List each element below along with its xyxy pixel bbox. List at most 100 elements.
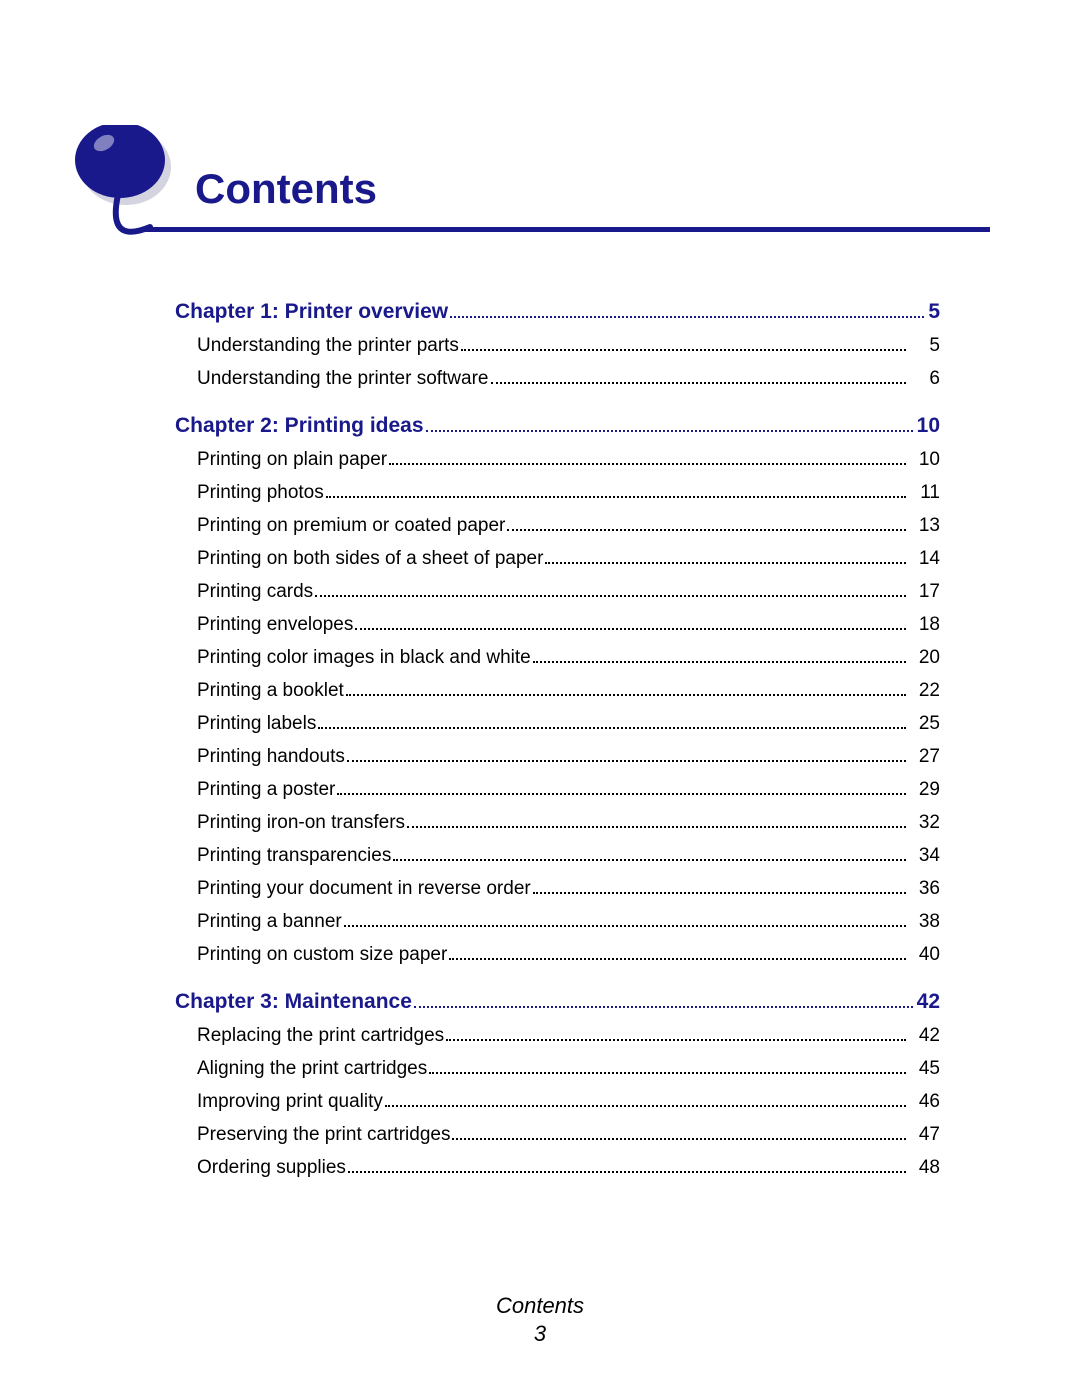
leader-dots bbox=[507, 529, 906, 531]
toc-entry-title: Printing on custom size paper bbox=[197, 944, 447, 966]
toc-entry-row[interactable]: Preserving the print cartridges 47 bbox=[197, 1124, 940, 1146]
toc-entry-title: Preserving the print cartridges bbox=[197, 1124, 450, 1146]
leader-dots bbox=[344, 925, 906, 927]
toc-entry-row[interactable]: Printing a poster 29 bbox=[197, 779, 940, 801]
toc-entry-page-number: 18 bbox=[912, 614, 940, 636]
toc-entry-row[interactable]: Printing color images in black and white… bbox=[197, 647, 940, 669]
toc-entry-title: Printing a booklet bbox=[197, 680, 344, 702]
toc-entry-title: Printing transparencies bbox=[197, 845, 391, 867]
toc-entry-page-number: 47 bbox=[912, 1124, 940, 1146]
chapter-title: Chapter 1: Printer overview bbox=[175, 300, 448, 324]
leader-dots bbox=[318, 727, 906, 729]
chapter-page-number: 42 bbox=[917, 990, 940, 1014]
toc-entry-title: Replacing the print cartridges bbox=[197, 1025, 444, 1047]
toc-entry-page-number: 11 bbox=[912, 482, 940, 504]
toc-entry-page-number: 10 bbox=[912, 449, 940, 471]
toc-entry-page-number: 48 bbox=[912, 1157, 940, 1179]
leader-dots bbox=[346, 694, 906, 696]
chapter-row[interactable]: Chapter 1: Printer overview5 bbox=[175, 300, 940, 324]
toc-entry-title: Printing on both sides of a sheet of pap… bbox=[197, 548, 543, 570]
toc-entry-row[interactable]: Printing handouts27 bbox=[197, 746, 940, 768]
toc-entry-title: Printing a banner bbox=[197, 911, 342, 933]
leader-dots bbox=[326, 496, 906, 498]
leader-dots bbox=[449, 958, 906, 960]
leader-dots bbox=[450, 316, 924, 318]
toc-entry-title: Printing envelopes bbox=[197, 614, 353, 636]
leader-dots bbox=[545, 562, 906, 564]
toc-entry-page-number: 45 bbox=[912, 1058, 940, 1080]
toc-entry-title: Printing on plain paper bbox=[197, 449, 387, 471]
title-underline bbox=[145, 227, 990, 232]
toc-entry-title: Printing photos bbox=[197, 482, 324, 504]
toc-entry-row[interactable]: Printing your document in reverse order3… bbox=[197, 878, 940, 900]
toc-entry-row[interactable]: Understanding the printer parts 5 bbox=[197, 335, 940, 357]
leader-dots bbox=[491, 382, 907, 384]
toc-entry-row[interactable]: Printing on premium or coated paper13 bbox=[197, 515, 940, 537]
toc-entry-row[interactable]: Printing a banner 38 bbox=[197, 911, 940, 933]
toc-entry-page-number: 42 bbox=[912, 1025, 940, 1047]
page-footer: Contents 3 bbox=[0, 1293, 1080, 1347]
toc-entry-page-number: 6 bbox=[912, 368, 940, 390]
toc-entry-title: Printing on premium or coated paper bbox=[197, 515, 505, 537]
page-container: Contents Chapter 1: Printer overview5Und… bbox=[0, 0, 1080, 1397]
toc-entry-page-number: 5 bbox=[912, 335, 940, 357]
toc-entry-page-number: 46 bbox=[912, 1091, 940, 1113]
leader-dots bbox=[385, 1105, 906, 1107]
chapter-title: Chapter 3: Maintenance bbox=[175, 990, 412, 1014]
toc-entry-page-number: 36 bbox=[912, 878, 940, 900]
toc-entry-page-number: 29 bbox=[912, 779, 940, 801]
toc-entry-row[interactable]: Understanding the printer software 6 bbox=[197, 368, 940, 390]
toc-entry-row[interactable]: Replacing the print cartridges 42 bbox=[197, 1025, 940, 1047]
footer-label: Contents bbox=[0, 1293, 1080, 1319]
toc-entry-title: Printing labels bbox=[197, 713, 316, 735]
toc-entry-row[interactable]: Printing envelopes 18 bbox=[197, 614, 940, 636]
table-of-contents: Chapter 1: Printer overview5Understandin… bbox=[175, 300, 940, 1179]
toc-entry-title: Ordering supplies bbox=[197, 1157, 346, 1179]
toc-entry-page-number: 22 bbox=[912, 680, 940, 702]
leader-dots bbox=[407, 826, 906, 828]
toc-entry-row[interactable]: Ordering supplies 48 bbox=[197, 1157, 940, 1179]
toc-entry-page-number: 20 bbox=[912, 647, 940, 669]
toc-entry-row[interactable]: Aligning the print cartridges45 bbox=[197, 1058, 940, 1080]
leader-dots bbox=[355, 628, 906, 630]
footer-page-number: 3 bbox=[0, 1321, 1080, 1347]
toc-entry-row[interactable]: Printing iron-on transfers 32 bbox=[197, 812, 940, 834]
chapter-row[interactable]: Chapter 2: Printing ideas 10 bbox=[175, 414, 940, 438]
leader-dots bbox=[347, 760, 906, 762]
page-title: Contents bbox=[195, 165, 377, 213]
toc-entry-row[interactable]: Printing on both sides of a sheet of pap… bbox=[197, 548, 940, 570]
toc-entry-page-number: 14 bbox=[912, 548, 940, 570]
chapter-row[interactable]: Chapter 3: Maintenance 42 bbox=[175, 990, 940, 1014]
toc-entry-row[interactable]: Printing on custom size paper 40 bbox=[197, 944, 940, 966]
toc-entry-row[interactable]: Printing transparencies 34 bbox=[197, 845, 940, 867]
toc-entry-row[interactable]: Printing photos 11 bbox=[197, 482, 940, 504]
toc-entry-page-number: 34 bbox=[912, 845, 940, 867]
leader-dots bbox=[429, 1072, 906, 1074]
toc-entry-title: Printing cards bbox=[197, 581, 313, 603]
toc-entry-title: Printing iron-on transfers bbox=[197, 812, 405, 834]
toc-entry-page-number: 27 bbox=[912, 746, 940, 768]
leader-dots bbox=[414, 1006, 913, 1008]
toc-entry-page-number: 32 bbox=[912, 812, 940, 834]
toc-entry-page-number: 17 bbox=[912, 581, 940, 603]
toc-entry-row[interactable]: Printing cards 17 bbox=[197, 581, 940, 603]
leader-dots bbox=[348, 1171, 906, 1173]
toc-entry-title: Printing color images in black and white bbox=[197, 647, 531, 669]
toc-entry-title: Printing a poster bbox=[197, 779, 335, 801]
chapter-page-number: 10 bbox=[917, 414, 940, 438]
toc-entry-row[interactable]: Printing on plain paper 10 bbox=[197, 449, 940, 471]
leader-dots bbox=[446, 1039, 906, 1041]
leader-dots bbox=[452, 1138, 906, 1140]
toc-entry-page-number: 25 bbox=[912, 713, 940, 735]
chapter-title: Chapter 2: Printing ideas bbox=[175, 414, 424, 438]
leader-dots bbox=[533, 661, 906, 663]
toc-entry-page-number: 40 bbox=[912, 944, 940, 966]
toc-entry-title: Understanding the printer software bbox=[197, 368, 489, 390]
toc-entry-row[interactable]: Improving print quality46 bbox=[197, 1091, 940, 1113]
header-ornament-icon bbox=[70, 125, 205, 295]
toc-entry-title: Understanding the printer parts bbox=[197, 335, 459, 357]
toc-entry-row[interactable]: Printing labels 25 bbox=[197, 713, 940, 735]
toc-entry-row[interactable]: Printing a booklet 22 bbox=[197, 680, 940, 702]
leader-dots bbox=[393, 859, 906, 861]
toc-entry-page-number: 38 bbox=[912, 911, 940, 933]
